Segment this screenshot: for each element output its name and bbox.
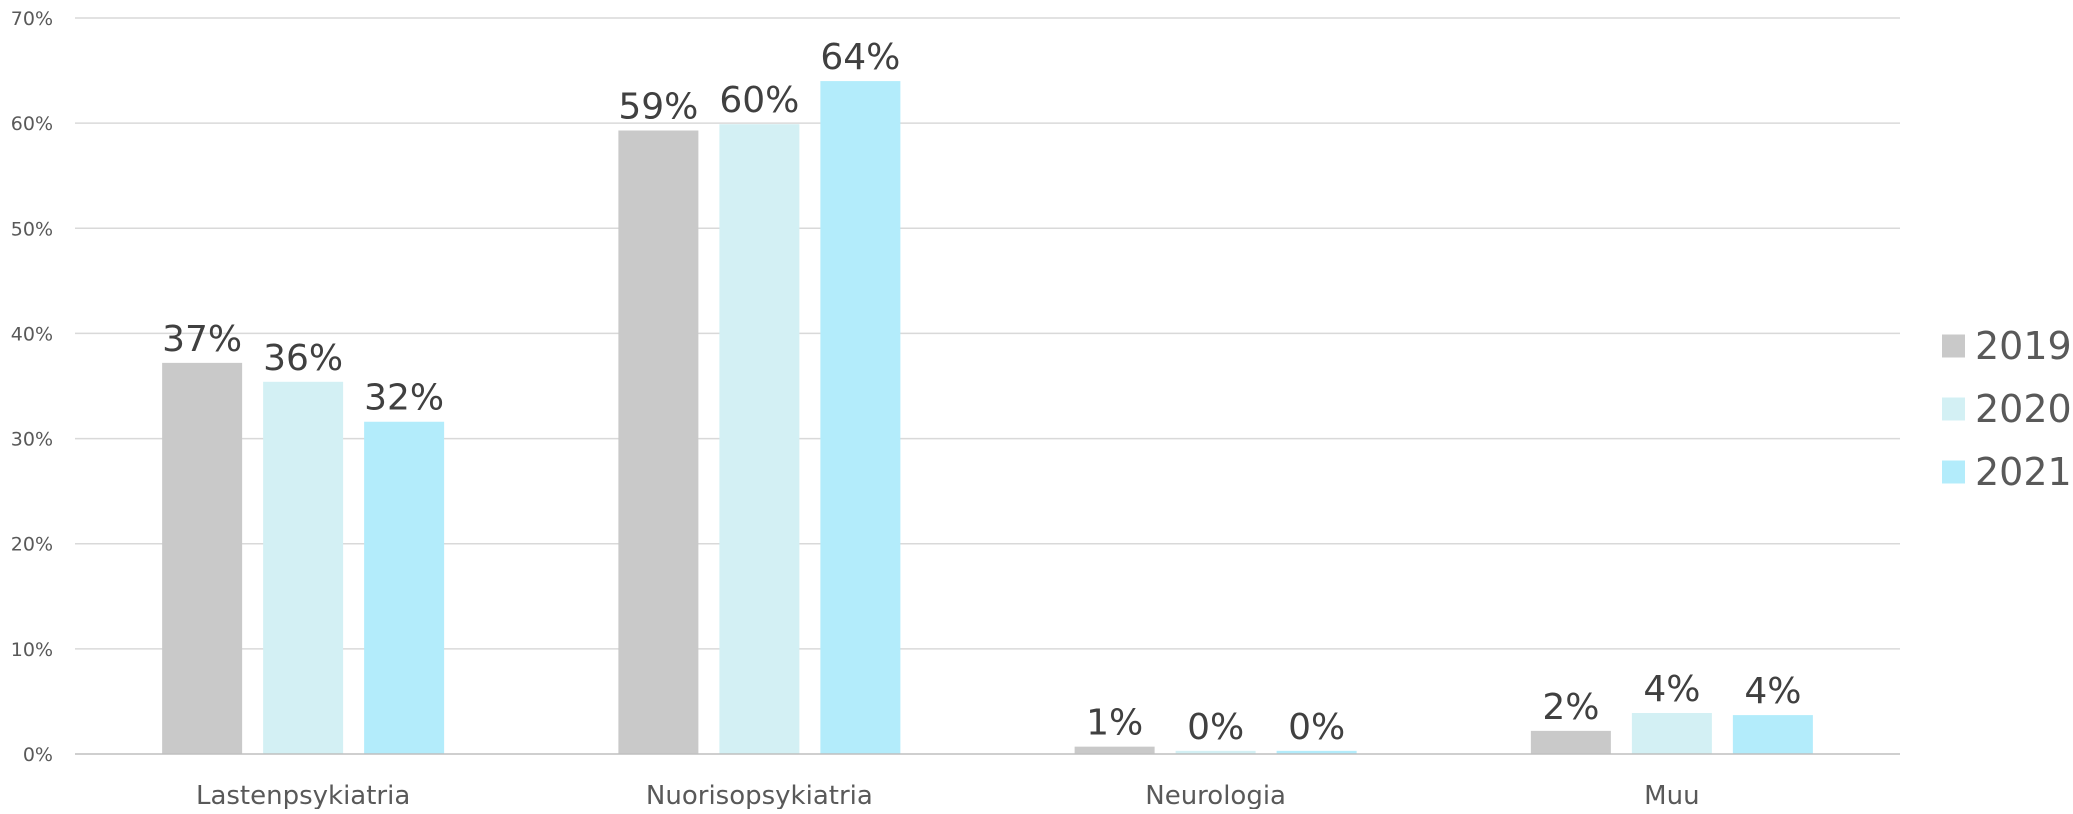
data-label: 60% <box>719 80 799 121</box>
data-label: 59% <box>618 87 698 128</box>
legend-label-2019: 2019 <box>1975 324 2072 368</box>
bar-2020-muu <box>1631 712 1712 754</box>
data-label: 32% <box>364 378 444 419</box>
data-label: 1% <box>1086 703 1143 744</box>
data-label: 37% <box>162 319 242 360</box>
bar-2020-nuorisopsykiatria <box>719 124 800 755</box>
data-label: 64% <box>820 37 900 78</box>
y-tick-label: 50% <box>11 218 53 240</box>
bar-2021-nuorisopsykiatria <box>820 81 901 755</box>
bar-2019-lastenpsykiatria <box>162 362 243 754</box>
y-tick-label: 60% <box>11 113 53 135</box>
data-labels: 37% 36% 32% 59% 60% 64% 1% 0% 0% 2% 4% 4% <box>162 37 1801 748</box>
y-tick-label: 30% <box>11 429 53 451</box>
bar-2021-lastenpsykiatria <box>364 421 445 754</box>
x-tick-label: Muu <box>1644 781 1699 809</box>
legend-label-2020: 2020 <box>1975 387 2072 431</box>
gridlines <box>75 17 1900 650</box>
bar-2020-neurologia <box>1175 750 1256 754</box>
bars <box>162 81 1813 755</box>
y-tick-label: 10% <box>11 639 53 661</box>
y-tick-label: 20% <box>11 534 53 556</box>
bar-2021-neurologia <box>1276 750 1357 754</box>
bar-2019-muu <box>1530 730 1611 754</box>
legend-label-2021: 2021 <box>1975 450 2072 494</box>
data-label: 0% <box>1187 707 1244 748</box>
y-tick-label: 70% <box>11 8 53 30</box>
x-tick-label: Lastenpsykiatria <box>196 781 410 809</box>
legend-swatch-2021 <box>1942 460 1965 484</box>
data-label: 2% <box>1542 687 1599 728</box>
legend-swatch-2020 <box>1942 397 1965 421</box>
bar-2020-lastenpsykiatria <box>263 381 344 754</box>
data-label: 36% <box>263 338 343 379</box>
bar-2019-neurologia <box>1074 746 1155 754</box>
bar-2021-muu <box>1732 715 1813 754</box>
x-tick-label: Neurologia <box>1145 781 1286 809</box>
bar-2019-nuorisopsykiatria <box>618 130 699 754</box>
x-tick-label: Nuorisopsykiatria <box>646 781 873 809</box>
y-tick-label: 40% <box>11 323 53 345</box>
data-label: 4% <box>1643 669 1700 710</box>
axes: 0% 10% 20% 30% 40% 50% 60% 70% Lastenpsykiatria N… <box>11 8 1900 811</box>
data-label: 4% <box>1744 671 1801 712</box>
y-tick-label: 0% <box>23 744 53 766</box>
data-label: 0% <box>1288 707 1345 748</box>
legend: 2019 2020 2021 <box>1942 324 2072 494</box>
legend-swatch-2019 <box>1942 334 1965 358</box>
